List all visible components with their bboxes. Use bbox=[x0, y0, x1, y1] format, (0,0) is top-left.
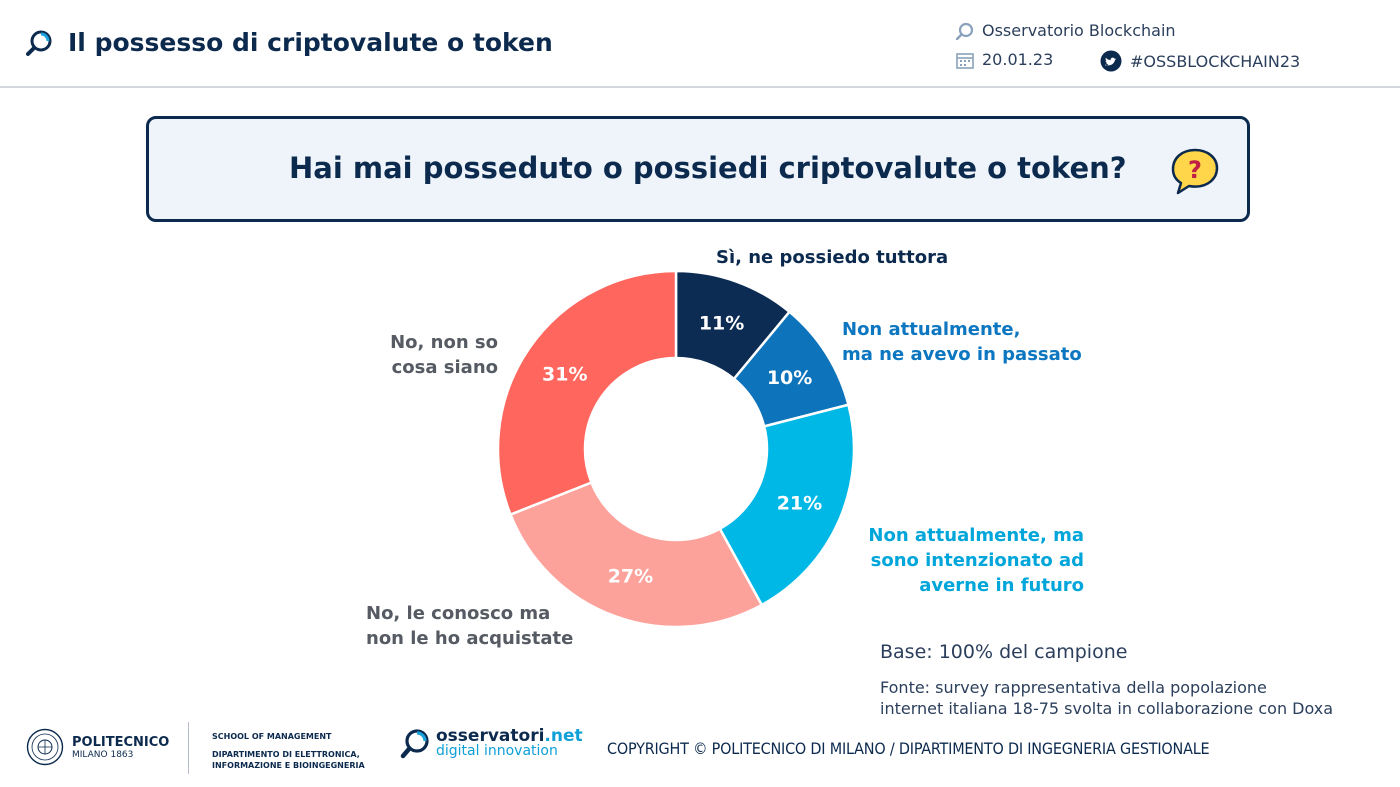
date-text: 20.01.23 bbox=[982, 50, 1054, 69]
label-series-2: Non attualmente, ma ne avevo in passato bbox=[842, 317, 1082, 367]
footer-separator bbox=[188, 722, 189, 774]
donut-slice-3 bbox=[718, 403, 856, 607]
label-series-4: No, le conosco ma non le ho acquistate bbox=[366, 601, 573, 651]
polimi-sub: MILANO 1863 bbox=[72, 749, 134, 760]
department-line-1: DIPARTIMENTO DI ELETTRONICA, bbox=[212, 750, 360, 759]
observatory-info: Osservatorio Blockchain bbox=[956, 21, 1176, 40]
donut-value-label-4: 27% bbox=[608, 566, 653, 588]
date-info: 20.01.23 bbox=[956, 50, 1053, 69]
osservatori-magnifier-icon bbox=[400, 729, 429, 759]
osservatori-sub: digital innovation bbox=[436, 743, 558, 759]
label-series-4-line-2: non le ho acquistate bbox=[366, 628, 574, 649]
magnifier-small-icon bbox=[956, 22, 974, 40]
school-info: SCHOOL OF MANAGEMENT DIPARTIMENTO DI ELE… bbox=[212, 731, 365, 771]
label-series-3: Non attualmente, ma sono intenzionato ad… bbox=[840, 523, 1084, 598]
source-note-line-1: Fonte: survey rappresentativa della popo… bbox=[880, 678, 1267, 697]
label-series-3-line-3: averne in futuro bbox=[919, 575, 1084, 596]
header-divider bbox=[0, 86, 1400, 88]
page-title: Il possesso di criptovalute o token bbox=[68, 28, 553, 57]
osservatori-tld: .net bbox=[544, 726, 583, 746]
hashtag-info[interactable]: #OSSBLOCKCHAIN23 bbox=[1100, 50, 1300, 72]
donut-slice-4 bbox=[508, 480, 764, 629]
base-note: Base: 100% del campione bbox=[880, 641, 1128, 663]
donut-value-label-5: 31% bbox=[542, 363, 587, 385]
question-text: Hai mai posseduto o possiedi criptovalut… bbox=[289, 151, 1127, 185]
twitter-icon bbox=[1100, 50, 1122, 72]
hashtag-text: #OSSBLOCKCHAIN23 bbox=[1130, 51, 1301, 71]
label-series-3-line-2: sono intenzionato ad bbox=[870, 550, 1084, 571]
polimi-name: POLITECNICO bbox=[72, 734, 170, 750]
copyright-text: COPYRIGHT © POLITECNICO DI MILANO / DIPA… bbox=[607, 739, 1210, 758]
source-note: Fonte: survey rappresentativa della popo… bbox=[880, 677, 1333, 719]
label-series-3-line-1: Non attualmente, ma bbox=[868, 525, 1084, 546]
polimi-seal-icon bbox=[26, 728, 64, 766]
label-series-1-line-1: Sì, ne possiedo tuttora bbox=[716, 247, 949, 268]
label-series-2-line-2: ma ne avevo in passato bbox=[842, 344, 1082, 365]
label-series-1: Sì, ne possiedo tuttora bbox=[716, 245, 948, 270]
osservatori-name: osservatori bbox=[436, 726, 545, 746]
svg-text:?: ? bbox=[1188, 156, 1202, 184]
donut-value-label-2: 10% bbox=[767, 367, 812, 389]
polimi-logo: POLITECNICO MILANO 1863 bbox=[26, 728, 169, 766]
department-line-2: INFORMAZIONE E BIOINGEGNERIA bbox=[212, 761, 365, 770]
magnifier-logo-icon bbox=[26, 30, 52, 56]
question-bubble-icon: ? bbox=[1171, 148, 1219, 195]
label-series-5: No, non so cosa siano bbox=[368, 330, 498, 380]
label-series-2-line-1: Non attualmente, bbox=[842, 319, 1021, 340]
school-name: SCHOOL OF MANAGEMENT bbox=[212, 732, 332, 741]
question-box: Hai mai posseduto o possiedi criptovalut… bbox=[146, 116, 1250, 222]
source-note-line-2: internet italiana 18-75 svolta in collab… bbox=[880, 699, 1334, 718]
donut-value-label-1: 11% bbox=[699, 312, 744, 334]
label-series-4-line-1: No, le conosco ma bbox=[366, 603, 551, 624]
calendar-icon bbox=[956, 52, 974, 69]
donut-value-label-3: 21% bbox=[777, 492, 822, 514]
label-series-5-line-1: No, non so bbox=[390, 332, 498, 353]
donut-slice-5 bbox=[496, 269, 678, 517]
observatory-name: Osservatorio Blockchain bbox=[982, 21, 1176, 40]
label-series-5-line-2: cosa siano bbox=[391, 357, 498, 378]
osservatori-logo: osservatori.net digital innovation bbox=[400, 728, 583, 760]
page-header: Il possesso di criptovalute o token bbox=[26, 28, 553, 57]
